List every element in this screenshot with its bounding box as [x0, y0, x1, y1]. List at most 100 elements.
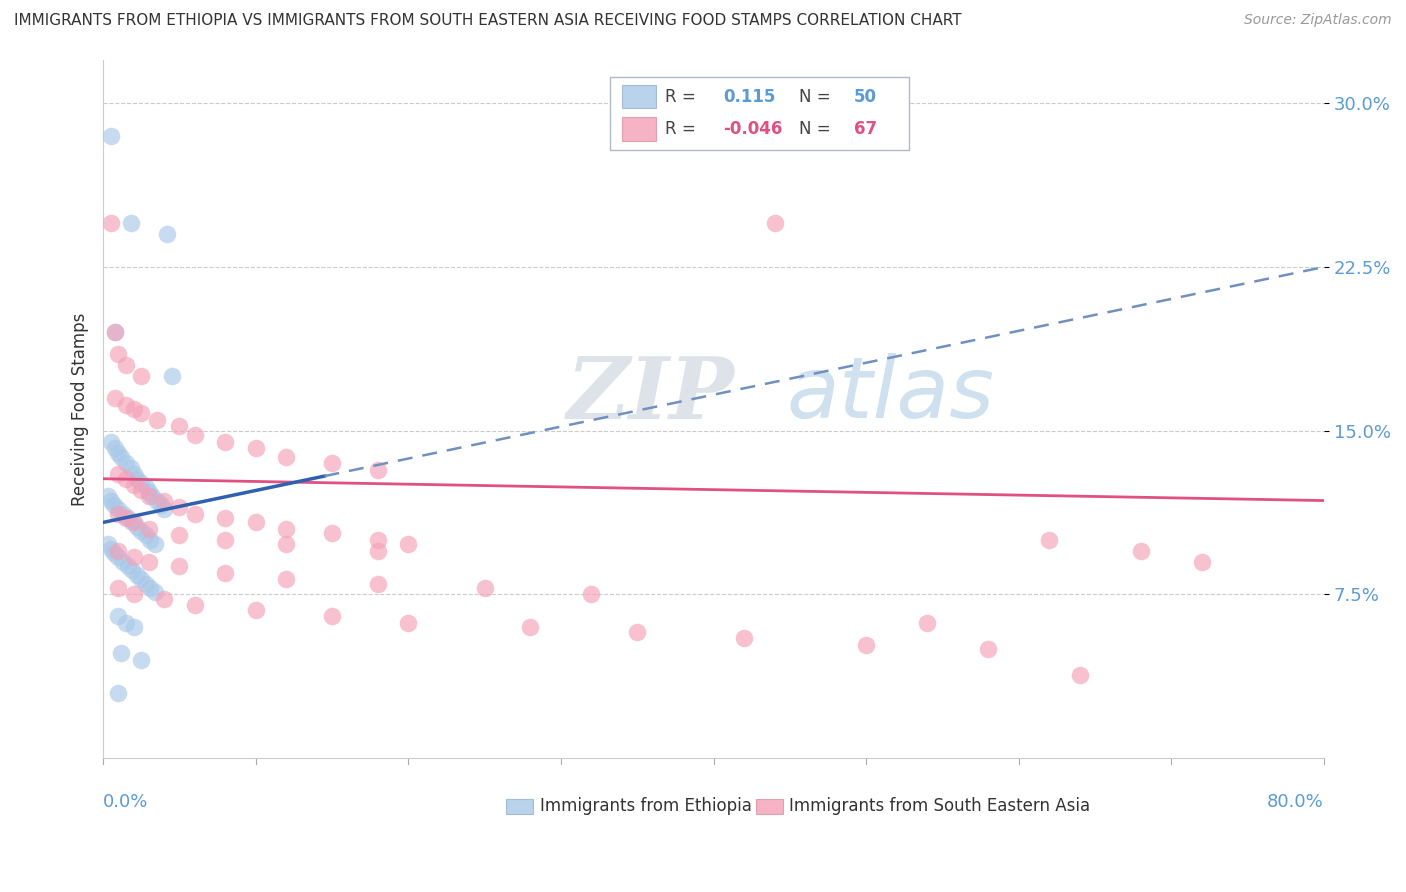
Point	[138, 489, 160, 503]
Point	[321, 526, 343, 541]
Point	[104, 326, 127, 340]
Text: Immigrants from Ethiopia: Immigrants from Ethiopia	[540, 797, 752, 815]
Point	[111, 507, 134, 521]
Text: N =: N =	[799, 120, 831, 137]
Point	[160, 369, 183, 384]
Text: 0.115: 0.115	[723, 87, 776, 105]
Text: atlas: atlas	[787, 353, 995, 436]
Point	[139, 533, 162, 547]
Point	[125, 520, 148, 534]
Point	[276, 572, 298, 586]
Point	[117, 511, 139, 525]
Point	[169, 559, 191, 574]
Point	[100, 493, 122, 508]
FancyBboxPatch shape	[506, 798, 533, 814]
Point	[107, 581, 129, 595]
Point	[135, 528, 157, 542]
Point	[245, 441, 267, 455]
Point	[169, 528, 191, 542]
Point	[121, 563, 143, 577]
Point	[100, 216, 122, 230]
Point	[153, 591, 176, 606]
Point	[107, 445, 129, 459]
Point	[110, 450, 132, 464]
Point	[396, 615, 419, 630]
Point	[367, 543, 389, 558]
Point	[125, 472, 148, 486]
Text: 0.0%: 0.0%	[103, 793, 149, 811]
Point	[763, 216, 786, 230]
Text: IMMIGRANTS FROM ETHIOPIA VS IMMIGRANTS FROM SOUTH EASTERN ASIA RECEIVING FOOD ST: IMMIGRANTS FROM ETHIOPIA VS IMMIGRANTS F…	[14, 13, 962, 29]
Point	[103, 546, 125, 560]
Point	[100, 434, 122, 449]
Point	[169, 500, 191, 515]
Point	[276, 450, 298, 464]
Point	[125, 567, 148, 582]
Point	[150, 498, 173, 512]
Point	[141, 489, 163, 503]
Text: ZIP: ZIP	[567, 353, 735, 437]
Point	[129, 406, 152, 420]
Point	[214, 434, 236, 449]
Point	[115, 511, 138, 525]
Point	[1191, 555, 1213, 569]
FancyBboxPatch shape	[621, 117, 657, 141]
Point	[117, 559, 139, 574]
Text: 80.0%: 80.0%	[1267, 793, 1324, 811]
Text: Immigrants from South Eastern Asia: Immigrants from South Eastern Asia	[789, 797, 1090, 815]
Point	[367, 576, 389, 591]
Point	[145, 493, 167, 508]
Point	[214, 511, 236, 525]
Point	[129, 653, 152, 667]
Point	[121, 516, 143, 530]
Point	[97, 489, 120, 503]
Point	[1069, 668, 1091, 682]
Point	[138, 555, 160, 569]
Point	[733, 631, 755, 645]
Point	[977, 642, 1000, 657]
Text: R =: R =	[665, 87, 696, 105]
FancyBboxPatch shape	[621, 85, 657, 109]
Point	[915, 615, 938, 630]
Point	[122, 620, 145, 634]
Point	[122, 401, 145, 416]
Point	[107, 686, 129, 700]
Point	[107, 543, 129, 558]
Point	[129, 524, 152, 538]
Point	[97, 537, 120, 551]
Text: Source: ZipAtlas.com: Source: ZipAtlas.com	[1244, 13, 1392, 28]
Point	[122, 550, 145, 565]
FancyBboxPatch shape	[756, 798, 783, 814]
Point	[183, 428, 205, 442]
Point	[122, 516, 145, 530]
Point	[183, 507, 205, 521]
Point	[129, 369, 152, 384]
Point	[100, 128, 122, 143]
Point	[115, 615, 138, 630]
Point	[626, 624, 648, 639]
Point	[245, 516, 267, 530]
Point	[321, 609, 343, 624]
Point	[581, 587, 603, 601]
Point	[153, 493, 176, 508]
Point	[276, 537, 298, 551]
Text: 67: 67	[853, 120, 877, 137]
Point	[115, 457, 138, 471]
Point	[103, 498, 125, 512]
Point	[129, 476, 152, 491]
Point	[855, 638, 877, 652]
Point	[107, 467, 129, 482]
Point	[245, 603, 267, 617]
Point	[122, 587, 145, 601]
Point	[107, 502, 129, 516]
Point	[115, 397, 138, 411]
Point	[214, 566, 236, 580]
Point	[129, 483, 152, 497]
Point	[107, 347, 129, 361]
Point	[153, 502, 176, 516]
Point	[321, 457, 343, 471]
Point	[169, 419, 191, 434]
Point	[100, 541, 122, 556]
Point	[145, 413, 167, 427]
Point	[107, 550, 129, 565]
